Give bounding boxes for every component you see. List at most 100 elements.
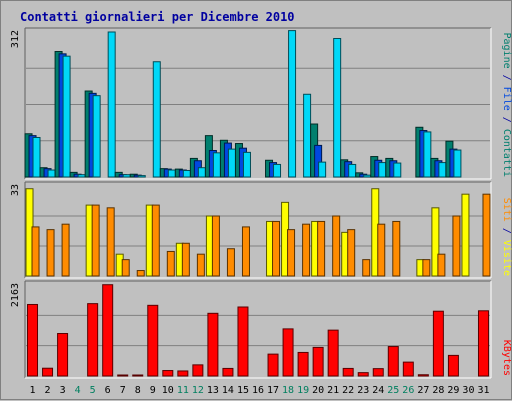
x-tick-label-day-26: 26 [402,385,414,396]
x-tick-label-day-21: 21 [327,385,339,396]
bar-kbytes-day-12 [192,364,204,377]
bar-sites-day-2 [46,229,55,277]
bar-sites-day-8 [136,270,145,277]
bar-hits-day-13 [212,152,221,178]
series-label-part: / [501,69,512,87]
bar-sites-day-15 [241,226,250,277]
bar-kbytes-day-22 [342,367,354,377]
x-tick-label-day-16: 16 [252,385,264,396]
panel-traffic: 312 Pagine / File / Contatti [10,27,512,180]
panel-kbytes-series-label: KBytes [501,340,512,376]
x-tick-label-day-7: 7 [120,385,126,396]
panel-visitors-background [25,182,491,278]
bar-sites-day-29 [452,215,461,277]
bar-sites-day-12 [196,253,205,277]
x-tick-label-day-17: 17 [267,385,279,396]
bar-hits-day-11 [182,169,191,178]
bar-kbytes-day-17 [267,353,279,377]
bar-kbytes-day-6 [102,284,114,377]
bar-sites-day-22 [347,229,356,277]
bar-sites-day-23 [362,259,371,277]
series-label-part: File [501,87,512,111]
panel-traffic-background [25,28,491,179]
series-label-part: KBytes [501,340,512,376]
bar-hits-day-12 [197,167,206,178]
bar-kbytes-day-5 [87,303,99,377]
series-label-part: / [501,111,512,129]
panel-visitors: 33 Siti / Visite [10,181,512,279]
x-tick-label-day-18: 18 [282,385,294,396]
panel-kbytes: 2163 KBytes [10,280,512,379]
bar-kbytes-day-24 [372,368,384,377]
x-tick-label-day-23: 23 [357,385,369,396]
bar-sites-day-27 [422,259,431,277]
x-tick-label-day-15: 15 [237,385,249,396]
bar-hits-day-7 [122,174,131,178]
bar-hits-day-2 [47,169,56,178]
x-tick-label-day-27: 27 [417,385,429,396]
bar-hits-day-14 [227,148,236,178]
panel-visitors-ymax-label: 33 [10,184,21,196]
bar-sites-day-24 [377,223,386,277]
bar-kbytes-day-1 [27,303,39,377]
x-tick-label-day-11: 11 [177,385,189,396]
bar-sites-day-25 [392,220,401,277]
bar-hits-day-9 [152,61,161,178]
chart-title: Contatti giornalieri per Dicembre 2010 [20,10,295,24]
x-tick-label-day-28: 28 [432,385,444,396]
x-tick-label-day-19: 19 [297,385,309,396]
bar-visits-day-30 [461,193,470,277]
panel-traffic-ymax-label: 312 [10,30,21,48]
bar-kbytes-day-27 [417,374,429,377]
bar-hits-day-28 [438,162,447,178]
series-label-part: Visite [501,240,512,276]
bar-kbytes-day-2 [42,367,54,377]
series-label-part: Pagine [501,32,512,68]
panel-kbytes-ymax-label: 2163 [10,283,21,307]
bar-kbytes-day-21 [327,329,339,377]
x-tick-label-day-25: 25 [387,385,399,396]
bar-hits-day-27 [423,131,432,178]
bar-sites-day-20 [317,220,326,277]
bar-hits-day-22 [348,163,357,178]
x-tick-label-day-13: 13 [207,385,219,396]
x-tick-label-day-10: 10 [162,385,174,396]
series-label-part: Siti [501,198,512,222]
bar-kbytes-day-8 [132,374,144,377]
bar-kbytes-day-10 [162,370,174,377]
bar-kbytes-day-31 [477,310,489,377]
x-tick-label-day-31: 31 [477,385,489,396]
bar-sites-day-31 [482,193,491,277]
x-tick-label-day-20: 20 [312,385,324,396]
x-tick-label-day-4: 4 [75,385,81,396]
bar-kbytes-day-28 [432,310,444,377]
bar-kbytes-day-25 [387,346,399,377]
series-label-part: / [501,222,512,240]
bar-sites-day-7 [121,259,130,277]
bar-hits-day-5 [92,95,101,178]
bar-sites-day-1 [31,226,40,277]
bar-kbytes-day-7 [117,374,129,377]
x-tick-label-day-1: 1 [30,385,36,396]
bar-kbytes-day-15 [237,306,249,377]
bar-hits-day-24 [378,162,387,178]
x-tick-label-day-9: 9 [150,385,156,396]
bar-hits-day-3 [62,55,71,178]
bar-sites-day-13 [211,215,220,277]
bar-hits-day-20 [318,161,327,178]
bar-kbytes-day-26 [402,361,414,377]
bar-kbytes-day-29 [447,354,459,377]
bar-sites-day-9 [151,204,160,277]
bar-hits-day-10 [167,169,176,178]
bar-sites-day-19 [302,223,311,277]
x-tick-label-day-24: 24 [372,385,384,396]
bar-kbytes-day-18 [282,328,294,377]
bar-sites-day-10 [166,250,175,277]
x-tick-label-day-5: 5 [90,385,96,396]
bar-kbytes-day-20 [312,346,324,377]
bar-sites-day-21 [332,215,341,277]
x-tick-label-day-12: 12 [192,385,204,396]
bar-sites-day-28 [437,253,446,277]
